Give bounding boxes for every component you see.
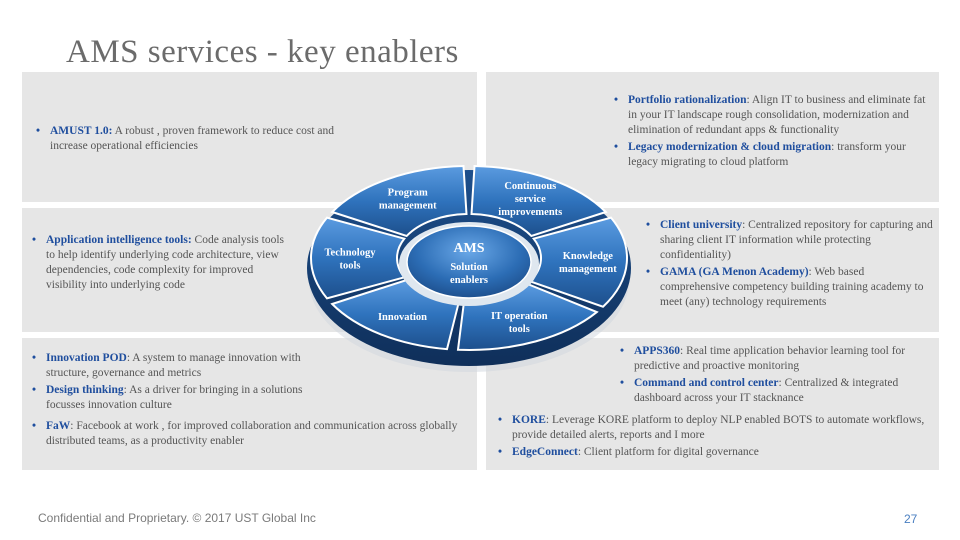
segment-program-management-label: management bbox=[379, 200, 437, 211]
faw-text: FaW: Facebook at work , for improved col… bbox=[30, 419, 470, 451]
segment-technology-tools-label: Technology bbox=[325, 248, 377, 259]
bullet-command-center: Command and control center: Centralized … bbox=[618, 376, 934, 406]
bullet-edgeconnect: EdgeConnect: Client platform for digital… bbox=[496, 445, 934, 460]
segment-knowledge-management-label: Knowledge bbox=[563, 251, 614, 262]
segment-continuous-service-label: service bbox=[515, 194, 546, 205]
client-univ-text: Client university: Centralized repositor… bbox=[644, 218, 936, 312]
segment-continuous-service bbox=[470, 165, 608, 238]
segment-continuous-service-label: Continuous bbox=[504, 181, 556, 192]
footer-confidential: Confidential and Proprietary. © 2017 UST… bbox=[38, 511, 316, 525]
bullet-amust: AMUST 1.0: A robust , proven framework t… bbox=[34, 124, 374, 154]
innovation-text: Innovation POD: A system to manage innov… bbox=[30, 351, 335, 415]
segment-program-management bbox=[330, 165, 468, 238]
amust-text: AMUST 1.0: A robust , proven framework t… bbox=[34, 124, 374, 156]
segment-continuous-service-label: improvements bbox=[498, 207, 562, 218]
kore-text: KORE: Leverage KORE platform to deploy N… bbox=[496, 413, 934, 462]
bullet-apps360: APPS360: Real time application behavior … bbox=[618, 344, 934, 374]
bullet-portfolio: Portfolio rationalization: Align IT to b… bbox=[612, 93, 930, 138]
segment-technology-tools bbox=[310, 216, 407, 300]
app-intel-text: Application intelligence tools: Code ana… bbox=[30, 233, 292, 295]
segment-it-operation-tools-label: tools bbox=[509, 324, 530, 335]
segment-technology-tools-label: tools bbox=[340, 261, 361, 272]
hub-subtitle-1: Solution bbox=[450, 262, 488, 273]
page-number: 27 bbox=[904, 512, 918, 526]
bullet-faw: FaW: Facebook at work , for improved col… bbox=[30, 419, 470, 449]
segment-program-management-label: Program bbox=[388, 187, 428, 198]
segment-knowledge-management bbox=[528, 216, 628, 308]
slide-title: AMS services - key enablers bbox=[66, 34, 459, 70]
segment-knowledge-management-label: management bbox=[559, 264, 617, 275]
hub-center bbox=[406, 225, 532, 299]
bullet-innovation-pod: Innovation POD: A system to manage innov… bbox=[30, 351, 335, 381]
bullet-legacy: Legacy modernization & cloud migration: … bbox=[612, 140, 930, 170]
segment-innovation-label: Innovation bbox=[378, 312, 427, 323]
bullet-app-intel: Application intelligence tools: Code ana… bbox=[30, 233, 292, 293]
segment-it-operation-tools-label: IT operation bbox=[491, 311, 548, 322]
hub-subtitle-2: enablers bbox=[450, 275, 488, 286]
bullet-kore: KORE: Leverage KORE platform to deploy N… bbox=[496, 413, 934, 443]
portfolio-text: Portfolio rationalization: Align IT to b… bbox=[612, 93, 930, 172]
apps360-text: APPS360: Real time application behavior … bbox=[618, 344, 934, 408]
bullet-gama: GAMA (GA Menon Academy): Web based compr… bbox=[644, 265, 936, 310]
ams-wheel-diagram: Program management Continuous service improv… bbox=[296, 140, 642, 380]
hub-title: AMS bbox=[453, 241, 484, 256]
bullet-design-thinking: Design thinking: As a driver for bringin… bbox=[30, 383, 335, 413]
bullet-client-univ: Client university: Centralized repositor… bbox=[644, 218, 936, 263]
